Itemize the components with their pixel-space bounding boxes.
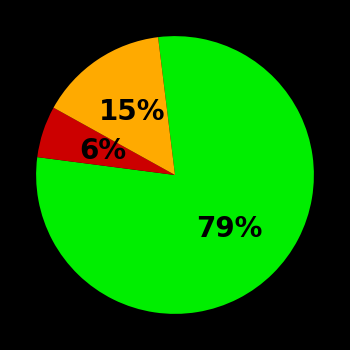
Wedge shape: [54, 37, 175, 175]
Wedge shape: [37, 108, 175, 175]
Wedge shape: [36, 36, 314, 314]
Text: 79%: 79%: [196, 215, 262, 243]
Text: 6%: 6%: [79, 137, 126, 165]
Text: 15%: 15%: [99, 98, 166, 126]
